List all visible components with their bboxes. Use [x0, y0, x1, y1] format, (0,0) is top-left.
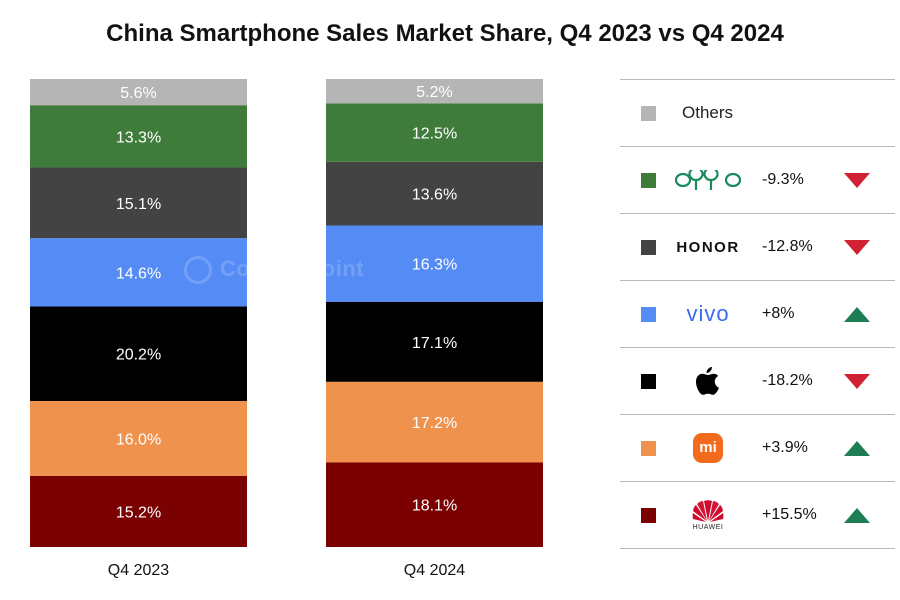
- vivo-logo-icon: vivo: [672, 294, 744, 334]
- up-triangle-icon: [844, 307, 870, 322]
- stacked-bar-chart: 15.2% 16.0% 20.2% 14.6% 15.1% 13.3% 5.6% Q4 202…: [30, 79, 543, 579]
- xiaomi-logo-text: mi: [693, 433, 723, 463]
- data-label-vivo-0: 14.6%: [116, 265, 161, 282]
- legend-row-apple: -18.2%: [620, 347, 895, 414]
- data-label-oppo-0: 13.3%: [116, 129, 161, 146]
- legend-change-honor: -12.8%: [762, 238, 813, 255]
- down-triangle-icon: [844, 374, 870, 389]
- legend-row-honor: HONOR -12.8%: [620, 213, 895, 280]
- data-label-apple-0: 20.2%: [116, 347, 161, 364]
- data-label-huawei-1: 18.1%: [412, 498, 457, 515]
- chart-title: China Smartphone Sales Market Share, Q4 …: [106, 20, 784, 47]
- up-triangle-icon: [844, 508, 870, 523]
- bar-segment-oppo-0: [30, 105, 247, 168]
- data-label-xiaomi-1: 17.2%: [412, 415, 457, 432]
- legend-change-vivo: +8%: [762, 305, 795, 322]
- legend-change-xiaomi: +3.9%: [762, 439, 808, 456]
- x-tick-label-0: Q4 2023: [108, 562, 169, 579]
- bar-segment-honor-1: [326, 161, 543, 226]
- legend-swatch-huawei: [641, 507, 656, 523]
- oppo-logo-icon: [672, 160, 744, 200]
- data-label-xiaomi-0: 16.0%: [116, 431, 161, 448]
- bar-segment-xiaomi-0: [30, 400, 247, 476]
- bar-segment-huawei-1: [326, 462, 543, 547]
- bar-segment-apple-1: [326, 301, 543, 382]
- legend-row-vivo: vivo +8%: [620, 280, 895, 347]
- legend-row-oppo: -9.3%: [620, 146, 895, 213]
- bar-segment-huawei-0: [30, 475, 247, 547]
- up-triangle-icon: [844, 441, 870, 456]
- bar-segment-vivo-0: [30, 238, 247, 307]
- data-label-apple-1: 17.1%: [412, 335, 457, 352]
- bar-segment-oppo-1: [326, 103, 543, 162]
- huawei-logo-text: HUAWEI: [692, 524, 724, 531]
- bar-segment-others-1: [326, 79, 543, 104]
- legend-change-apple: -18.2%: [762, 372, 813, 389]
- legend-swatch-oppo: [641, 172, 656, 188]
- data-label-others-0: 5.6%: [120, 85, 156, 102]
- legend-label-others: Others: [682, 103, 734, 122]
- data-label-vivo-1: 16.3%: [412, 257, 457, 274]
- legend-swatch-apple: [641, 373, 656, 389]
- down-triangle-icon: [844, 240, 870, 255]
- data-label-huawei-0: 15.2%: [116, 504, 161, 521]
- legend: Others -9.3% HONOR -12.8% v: [620, 79, 895, 549]
- honor-logo-icon: HONOR: [672, 227, 744, 267]
- x-tick-label-1: Q4 2024: [404, 562, 465, 579]
- legend-change-huawei: +15.5%: [762, 506, 817, 523]
- legend-row-others: Others: [620, 79, 895, 146]
- data-label-honor-0: 15.1%: [116, 196, 161, 213]
- apple-logo-icon: [672, 361, 744, 401]
- legend-row-xiaomi: mi +3.9%: [620, 414, 895, 481]
- data-label-others-1: 5.2%: [416, 84, 452, 101]
- bar-segment-apple-0: [30, 306, 247, 401]
- legend-change-oppo: -9.3%: [762, 171, 804, 188]
- down-triangle-icon: [844, 173, 870, 188]
- huawei-logo-icon: HUAWEI: [672, 495, 744, 535]
- legend-swatch-honor: [641, 239, 656, 255]
- vivo-logo-text: vivo: [686, 301, 730, 326]
- legend-swatch-vivo: [641, 306, 656, 322]
- xiaomi-logo-icon: mi: [672, 428, 744, 468]
- bar-segment-vivo-1: [326, 225, 543, 302]
- data-label-honor-1: 13.6%: [412, 187, 457, 204]
- bar-segment-others-0: [30, 79, 247, 106]
- legend-swatch-others: [641, 105, 656, 121]
- legend-row-huawei: HUAWEI +15.5%: [620, 481, 895, 549]
- legend-swatch-xiaomi: [641, 440, 656, 456]
- bar-segment-honor-0: [30, 167, 247, 239]
- data-label-oppo-1: 12.5%: [412, 126, 457, 143]
- bar-segment-xiaomi-1: [326, 381, 543, 463]
- honor-logo-text: HONOR: [676, 238, 740, 256]
